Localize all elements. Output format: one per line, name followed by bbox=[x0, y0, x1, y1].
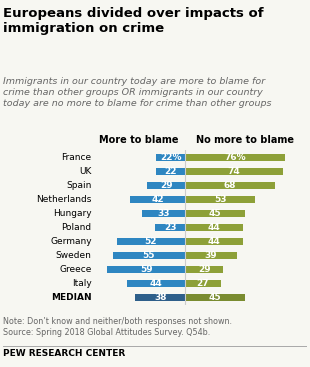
Bar bbox=[185, 168, 283, 175]
Text: 55: 55 bbox=[143, 251, 155, 260]
Text: 23: 23 bbox=[164, 223, 176, 232]
Bar bbox=[185, 294, 245, 301]
Bar bbox=[127, 280, 185, 287]
Text: Spain: Spain bbox=[66, 181, 92, 190]
Text: Immigrants in our country today are more to blame for
crime than other groups OR: Immigrants in our country today are more… bbox=[3, 77, 272, 108]
Text: 52: 52 bbox=[145, 237, 157, 246]
Text: 74: 74 bbox=[228, 167, 240, 176]
Text: More to blame: More to blame bbox=[100, 135, 179, 145]
Text: 42: 42 bbox=[151, 195, 164, 204]
Text: MEDIAN: MEDIAN bbox=[51, 293, 92, 302]
Bar bbox=[147, 182, 185, 189]
Text: 38: 38 bbox=[154, 293, 166, 302]
Text: 22%: 22% bbox=[160, 153, 181, 162]
Bar bbox=[156, 154, 185, 161]
Text: 27: 27 bbox=[197, 279, 209, 288]
Bar bbox=[185, 252, 237, 259]
Bar bbox=[135, 294, 185, 301]
Text: Germany: Germany bbox=[50, 237, 92, 246]
Bar bbox=[130, 196, 185, 203]
Text: 44: 44 bbox=[208, 223, 221, 232]
Text: 39: 39 bbox=[205, 251, 217, 260]
Text: Greece: Greece bbox=[59, 265, 92, 274]
Text: No more to blame: No more to blame bbox=[196, 135, 294, 145]
Text: 29: 29 bbox=[160, 181, 172, 190]
Text: 45: 45 bbox=[209, 209, 221, 218]
Text: Note: Don’t know and neither/both responses not shown.
Source: Spring 2018 Globa: Note: Don’t know and neither/both respon… bbox=[3, 317, 232, 337]
Text: 76%: 76% bbox=[224, 153, 246, 162]
Text: 59: 59 bbox=[140, 265, 153, 274]
Bar bbox=[185, 266, 224, 273]
Bar bbox=[113, 252, 185, 259]
Bar bbox=[185, 182, 275, 189]
Text: France: France bbox=[62, 153, 92, 162]
Bar bbox=[185, 280, 221, 287]
Text: 44: 44 bbox=[208, 237, 221, 246]
Text: Netherlands: Netherlands bbox=[36, 195, 92, 204]
Text: 22: 22 bbox=[165, 167, 177, 176]
Bar bbox=[185, 154, 286, 161]
Bar bbox=[185, 238, 243, 246]
Text: 44: 44 bbox=[150, 279, 163, 288]
Text: Europeans divided over impacts of
immigration on crime: Europeans divided over impacts of immigr… bbox=[3, 7, 264, 35]
Text: 29: 29 bbox=[198, 265, 210, 274]
Text: Sweden: Sweden bbox=[56, 251, 92, 260]
Text: Poland: Poland bbox=[62, 223, 92, 232]
Bar bbox=[108, 266, 185, 273]
Bar bbox=[185, 196, 255, 203]
Bar bbox=[185, 210, 245, 217]
Bar bbox=[117, 238, 185, 246]
Text: UK: UK bbox=[79, 167, 92, 176]
Text: Italy: Italy bbox=[72, 279, 92, 288]
Text: 33: 33 bbox=[157, 209, 170, 218]
Text: 68: 68 bbox=[224, 181, 236, 190]
Bar bbox=[142, 210, 185, 217]
Text: 53: 53 bbox=[214, 195, 226, 204]
Text: Hungary: Hungary bbox=[53, 209, 92, 218]
Bar bbox=[185, 224, 243, 232]
Text: 45: 45 bbox=[209, 293, 221, 302]
Bar bbox=[155, 224, 185, 232]
Text: PEW RESEARCH CENTER: PEW RESEARCH CENTER bbox=[3, 349, 125, 358]
Bar bbox=[156, 168, 185, 175]
